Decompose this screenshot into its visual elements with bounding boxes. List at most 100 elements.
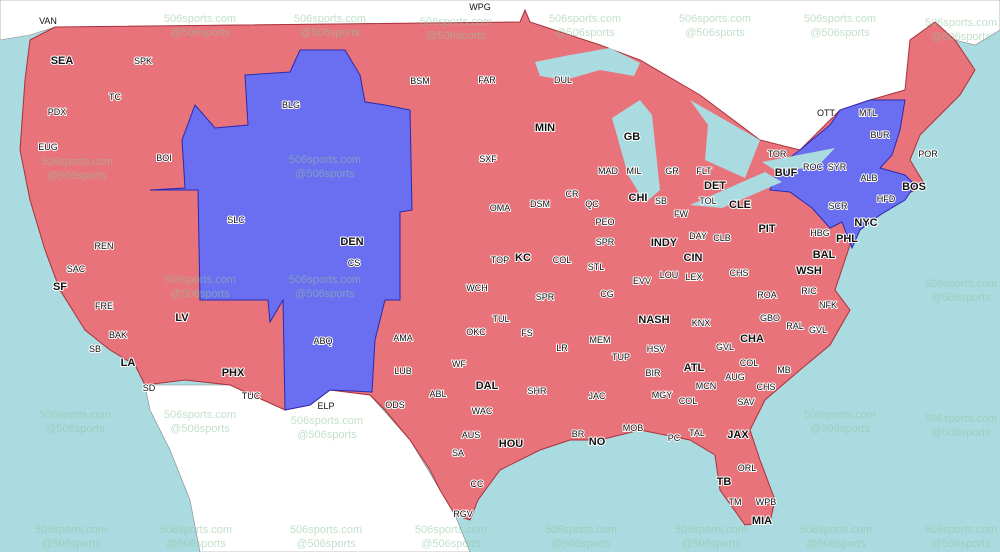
city-label: OMA bbox=[490, 203, 511, 213]
city-label: MIL bbox=[626, 166, 641, 176]
city-label: HOU bbox=[499, 438, 524, 450]
watermark-text: @506sports bbox=[170, 423, 230, 435]
lake bbox=[690, 100, 760, 178]
city-label: LUB bbox=[394, 366, 412, 376]
city-label: ALB bbox=[860, 173, 877, 183]
city-label: BR bbox=[572, 429, 585, 439]
city-label: ORL bbox=[738, 463, 757, 473]
city-label: FLT bbox=[696, 166, 712, 176]
watermark-text: @506sports bbox=[421, 538, 481, 550]
blue-region-northeast bbox=[769, 99, 916, 250]
watermark: 506sports.com @506sports bbox=[420, 16, 492, 42]
city-label: WCH bbox=[466, 283, 488, 293]
watermark-text: @506sports bbox=[295, 168, 355, 180]
city-label: PHL bbox=[836, 233, 858, 245]
watermark-text: @506sports bbox=[41, 538, 101, 550]
watermark-text: @506sports bbox=[810, 423, 870, 435]
watermark: 506sports.com @506sports bbox=[804, 409, 876, 435]
watermark: 506sports.com @506sports bbox=[545, 524, 617, 550]
watermark-text: 506sports.com bbox=[164, 13, 236, 25]
watermark: 506sports.com @506sports bbox=[164, 409, 236, 435]
city-label: LEX bbox=[685, 272, 702, 282]
city-label: TOL bbox=[699, 196, 716, 206]
city-label: BSM bbox=[410, 76, 430, 86]
watermark: 506sports.com @506sports bbox=[294, 13, 366, 39]
city-label: QC bbox=[585, 199, 599, 209]
watermark-text: 506sports.com bbox=[290, 524, 362, 536]
watermark: 506sports.com @506sports bbox=[549, 13, 621, 39]
watermark-text: 506sports.com bbox=[925, 413, 997, 425]
watermark-text: @506sports bbox=[806, 538, 866, 550]
watermark-text: 506sports.com bbox=[804, 409, 876, 421]
watermark-text: @506sports bbox=[931, 538, 991, 550]
city-label: PEO bbox=[595, 217, 614, 227]
city-label: NO bbox=[589, 436, 606, 448]
city-label: KC bbox=[515, 252, 531, 264]
city-label: MOB bbox=[623, 423, 644, 433]
city-label: OTT bbox=[817, 108, 835, 118]
city-label: GVL bbox=[809, 325, 827, 335]
city-label: DAY bbox=[689, 231, 707, 241]
watermark-text: 506sports.com bbox=[294, 13, 366, 25]
watermark-text: 506sports.com bbox=[549, 13, 621, 25]
city-label: RAL bbox=[786, 321, 804, 331]
watermark-text: @506sports bbox=[297, 429, 357, 441]
watermark-text: 506sports.com bbox=[415, 524, 487, 536]
lake bbox=[535, 48, 640, 80]
watermark-text: 506sports.com bbox=[164, 409, 236, 421]
watermark-text: @506sports bbox=[551, 538, 611, 550]
city-label: SYR bbox=[828, 162, 847, 172]
city-label: EVV bbox=[633, 276, 651, 286]
city-label: ODS bbox=[385, 400, 405, 410]
city-label: CS bbox=[348, 258, 361, 268]
city-label: SEA bbox=[51, 55, 74, 67]
city-label: BUR bbox=[870, 130, 890, 140]
city-label: RGV bbox=[453, 509, 473, 519]
city-labels: SEA MIN GB DET BUF BOS NYC PHL PIT BAL WSH CLE CHI IN… bbox=[37, 1, 939, 528]
watermark-text: @506sports bbox=[300, 27, 360, 39]
city-label: TUL bbox=[492, 314, 509, 324]
city-label: NYC bbox=[854, 217, 877, 229]
city-label: OKC bbox=[466, 327, 486, 337]
watermark-text: 506sports.com bbox=[545, 524, 617, 536]
city-label: SD bbox=[143, 383, 156, 393]
city-label: BAL bbox=[813, 249, 836, 261]
lake bbox=[690, 172, 782, 208]
city-label: BAK bbox=[109, 330, 127, 340]
city-label: SAC bbox=[67, 264, 86, 274]
watermark: 506sports.com @506sports bbox=[289, 154, 361, 180]
city-label: MB bbox=[777, 365, 791, 375]
city-label: CHA bbox=[740, 333, 764, 345]
watermarks: 506sports.com @506sports 506sports.com @506… bbox=[35, 13, 997, 550]
city-label: AMA bbox=[393, 333, 413, 343]
city-label: PDX bbox=[48, 107, 67, 117]
city-label: MAD bbox=[598, 166, 619, 176]
watermark-text: 506sports.com bbox=[804, 13, 876, 25]
watermark: 506sports.com @506sports bbox=[164, 274, 236, 300]
city-label: SCR bbox=[828, 201, 848, 211]
great-lakes bbox=[535, 48, 835, 208]
watermark-text: @506sports bbox=[681, 538, 741, 550]
city-label: ABQ bbox=[313, 336, 332, 346]
city-label: TM bbox=[729, 497, 742, 507]
city-label: JAC bbox=[588, 391, 606, 401]
city-label: BUF bbox=[775, 167, 798, 179]
city-label: SPK bbox=[134, 56, 152, 66]
lake bbox=[762, 148, 835, 172]
watermark: 506sports.com @506sports bbox=[925, 17, 997, 43]
watermark: 506sports.com @506sports bbox=[290, 524, 362, 550]
city-label: FRE bbox=[95, 301, 113, 311]
city-label: ROC bbox=[803, 162, 824, 172]
city-label: CHS bbox=[756, 382, 775, 392]
watermark-text: @506sports bbox=[931, 292, 991, 304]
city-label: MCN bbox=[696, 381, 717, 391]
city-label: SAV bbox=[737, 397, 754, 407]
city-label: COL bbox=[679, 396, 698, 406]
city-label: DAL bbox=[476, 380, 499, 392]
watermark-text: 506sports.com bbox=[925, 278, 997, 290]
city-label: LV bbox=[175, 312, 189, 324]
city-label: TOP bbox=[491, 255, 509, 265]
city-label: LA bbox=[121, 357, 136, 369]
watermark-text: @506sports bbox=[810, 27, 870, 39]
watermark-text: @506sports bbox=[296, 538, 356, 550]
